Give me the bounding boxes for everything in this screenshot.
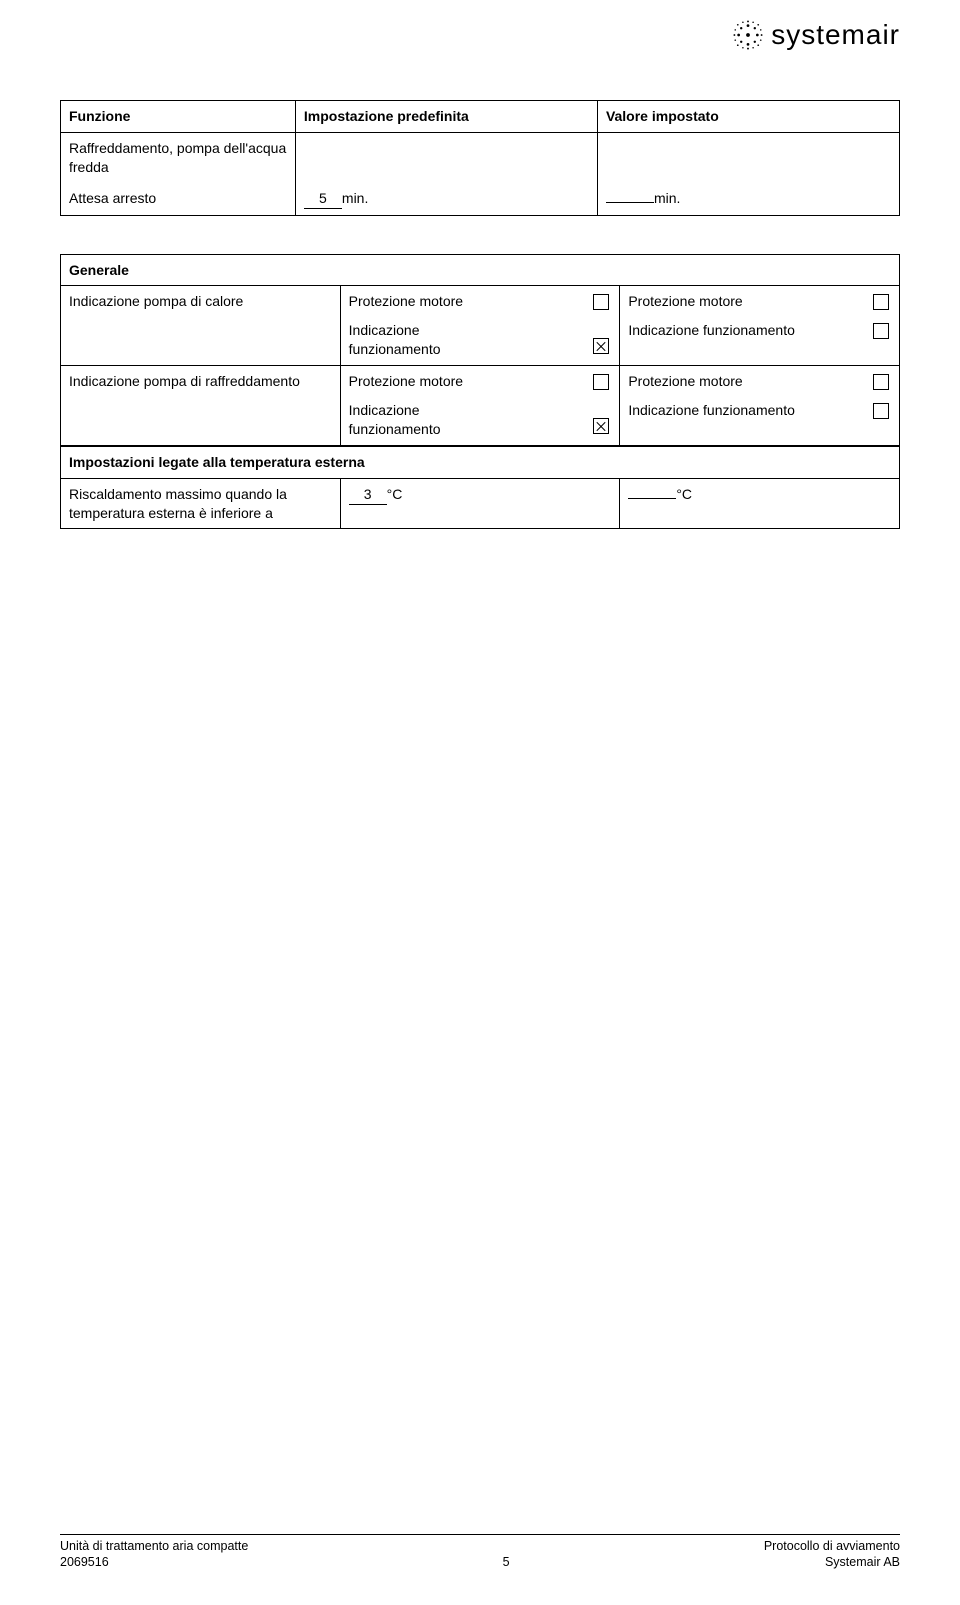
row-riscaldamento-label: Riscaldamento massimo quando la temperat… [61,478,341,529]
th-funzione: Funzione [61,101,296,133]
footer-left2: 2069516 [60,1555,248,1569]
opt-protezione: Protezione motore [349,292,586,311]
th-impostazione: Impostazione predefinita [295,101,597,133]
row-riscaldamento-set: °C [620,478,900,529]
unit-min: min. [342,190,368,206]
opt-protezione: Protezione motore [628,292,865,311]
section-title-temp: Impostazioni legate alla temperatura est… [61,446,900,478]
footer-left1: Unità di trattamento aria compatte [60,1539,248,1553]
row-pompa-raffr-label: Indicazione pompa di raffreddamento [61,366,341,446]
checkbox-protezione-default[interactable] [593,294,609,310]
table-generale: Generale Indicazione pompa di calore Pro… [60,254,900,446]
unit-c: °C [387,486,403,502]
checkbox-indfunz-set[interactable] [873,323,889,339]
cell-raffreddamento-label: Raffreddamento, pompa dell'acqua fredda [61,132,296,182]
cell-empty [295,132,597,182]
brand-logo: systemair [731,18,900,52]
checkbox-indfunz-default[interactable] [593,418,609,434]
row-pompa-calore-default: Protezione motore Indicazione funzioname… [340,286,620,366]
default-value: 5 [304,189,342,209]
opt-protezione: Protezione motore [349,372,586,391]
checkbox-indfunz-set[interactable] [873,403,889,419]
cell-attesa-label: Attesa arresto [61,183,296,215]
footer-right1: Protocollo di avviamento [764,1539,900,1553]
cell-attesa-set: min. [597,183,899,215]
row-pompa-calore-set: Protezione motore Indicazione funzioname… [620,286,900,366]
cell-attesa-default: 5min. [295,183,597,215]
opt-protezione: Protezione motore [628,372,865,391]
opt-indfunz: Indicazione funzionamento [628,321,865,340]
row-pompa-calore-label: Indicazione pompa di calore [61,286,341,366]
footer-page-number: 5 [503,1555,510,1569]
opt-indfunz: Indicazione funzionamento [628,401,865,420]
row-pompa-raffr-default: Protezione motore Indicazione funzioname… [340,366,620,446]
row-riscaldamento-default: 3°C [340,478,620,529]
checkbox-indfunz-default[interactable] [593,338,609,354]
checkbox-protezione-set[interactable] [873,374,889,390]
set-value-blank[interactable] [606,202,654,203]
footer-right2: Systemair AB [764,1555,900,1569]
checkbox-protezione-set[interactable] [873,294,889,310]
unit-c: °C [676,486,692,502]
table-temp-esterna: Impostazioni legate alla temperatura est… [60,446,900,530]
table-funzione: Funzione Impostazione predefinita Valore… [60,100,900,216]
default-value: 3 [349,485,387,505]
opt-indfunz: Indicazione funzionamento [349,401,586,439]
cell-empty [597,132,899,182]
th-valore: Valore impostato [597,101,899,133]
logo-text: systemair [771,19,900,51]
section-title-generale: Generale [61,254,900,286]
unit-min: min. [654,190,680,206]
opt-indfunz: Indicazione funzionamento [349,321,586,359]
page-footer: Unità di trattamento aria compatte 20695… [60,1534,900,1569]
checkbox-protezione-default[interactable] [593,374,609,390]
row-pompa-raffr-set: Protezione motore Indicazione funzioname… [620,366,900,446]
set-value-blank[interactable] [628,498,676,499]
logo-icon [731,18,765,52]
